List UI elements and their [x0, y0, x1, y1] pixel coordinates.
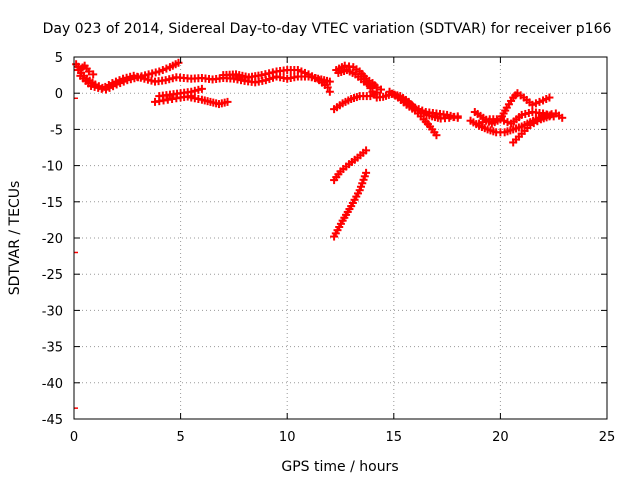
y-tick-label: -5: [50, 123, 63, 138]
y-axis-label: SDTVAR / TECUs: [7, 181, 23, 296]
data-track: [187, 93, 232, 109]
x-tick-label: 10: [279, 430, 296, 445]
y-tick-label: -30: [42, 304, 63, 319]
data-track: [475, 108, 558, 128]
y-tick-label: -25: [42, 268, 63, 283]
data-track: [330, 88, 381, 114]
y-tick-label: 5: [55, 51, 63, 66]
chart-title: Day 023 of 2014, Sidereal Day-to-day VTE…: [43, 21, 612, 37]
y-tick-label: -45: [42, 413, 63, 428]
y-tick-label: -40: [42, 377, 63, 392]
y-tick-label: -20: [42, 232, 63, 247]
data-track: [155, 84, 206, 101]
data-track: [219, 66, 334, 96]
y-tick-label: -15: [42, 196, 63, 211]
y-tick-label: 0: [55, 87, 63, 102]
x-axis-label: GPS time / hours: [281, 459, 398, 475]
data-layer: [72, 58, 567, 409]
y-tick-label: -10: [42, 160, 63, 175]
data-track: [72, 60, 98, 79]
y-tick-label: -35: [42, 341, 63, 356]
x-tick-label: 0: [70, 430, 78, 445]
axis-ticks: 0 5 10 15 20 25 5 0 -5 -10 -15 -20 -25 -30 -35 -40 -45: [42, 51, 616, 445]
x-tick-label: 5: [176, 430, 184, 445]
x-tick-label: 20: [492, 430, 509, 445]
data-track: [330, 146, 371, 185]
grid: [74, 57, 607, 419]
x-tick-label: 15: [386, 430, 403, 445]
data-track: [400, 96, 462, 122]
plot-frame: [73, 56, 608, 420]
x-tick-label: 25: [599, 430, 616, 445]
data-track: [509, 112, 554, 147]
data-track: [330, 168, 371, 241]
